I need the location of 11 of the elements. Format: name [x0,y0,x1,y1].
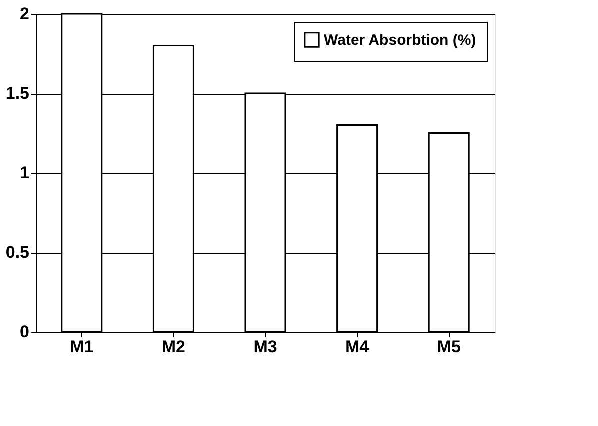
y-tick-label: 1.5 [6,84,30,103]
legend-label: Water Absorbtion (%) [324,32,476,49]
x-tick-label: M3 [254,338,278,356]
y-tick-label: 0.5 [6,243,30,262]
x-tick-label: M1 [70,338,94,356]
x-tick-label: M5 [437,338,461,356]
y-tick-label: 1 [20,164,30,182]
y-tick-label: 0 [20,322,30,342]
x-tick-label: M2 [162,338,186,356]
y-tick-label: 2 [20,4,30,24]
x-tick-label: M4 [345,338,370,356]
